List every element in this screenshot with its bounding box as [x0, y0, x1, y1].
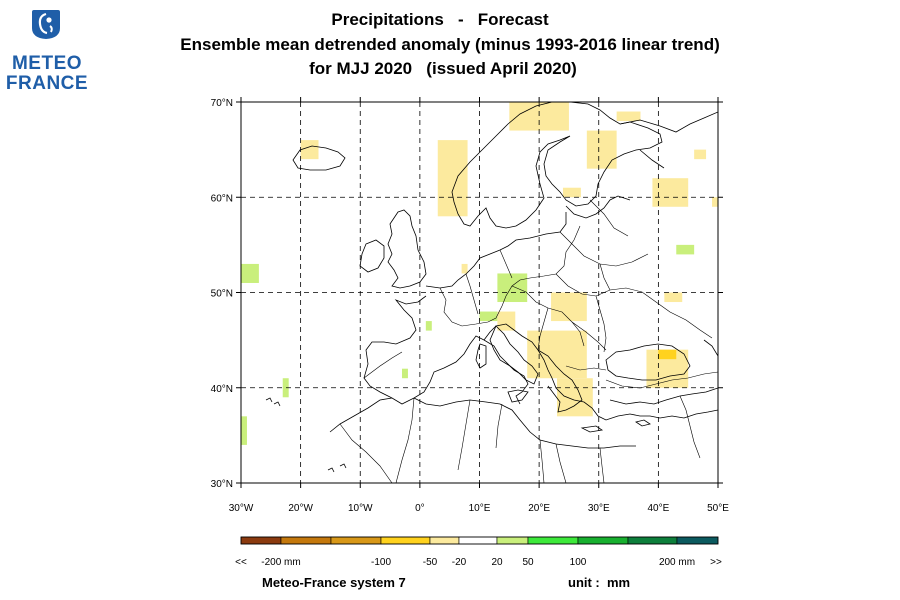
dry-anomaly-cell: [551, 292, 587, 322]
longitude-labels: 30°W 20°W 10°W 0° 10°E 20°E 30°E 40°E 50°E: [229, 503, 730, 514]
dry-anomaly-cell: [461, 263, 468, 274]
country-borders: [339, 199, 718, 483]
dry-anomaly-cell: [652, 178, 689, 207]
legend-colorbar: [240, 536, 719, 545]
units-label: unit : mm: [568, 575, 631, 590]
title-line-1: Precipitations - Forecast: [331, 10, 549, 29]
model-name: Meteo-France system 7: [262, 575, 406, 590]
lon-label: 30°E: [588, 503, 610, 514]
legend-frame: [240, 536, 719, 545]
legend-swatch: [380, 536, 431, 545]
lat-label: 30°N: [211, 479, 233, 490]
legend-swatch: [280, 536, 332, 545]
legend-label: -200 mm: [261, 557, 300, 568]
title-line-2: Ensemble mean detrended anomaly (minus 1…: [180, 35, 720, 54]
legend-swatch: [429, 536, 460, 545]
legend-label: <<: [235, 557, 247, 568]
dry-anomaly-cell: [694, 149, 707, 160]
dry-anomaly-cell: [300, 140, 319, 160]
wet-anomaly-cells: [241, 244, 695, 445]
legend-swatch: [458, 536, 498, 545]
legend-swatch: [330, 536, 382, 545]
lon-label: 50°E: [707, 503, 729, 514]
legend-label: 20: [491, 557, 503, 568]
dry-anomaly-cell: [497, 311, 516, 331]
lat-label: 50°N: [211, 289, 233, 300]
wet-anomaly-cell: [497, 273, 528, 303]
legend-swatch: [676, 536, 719, 545]
meteo-france-logo: METEO FRANCE: [4, 8, 90, 94]
legend-swatch: [496, 536, 529, 545]
logo-text-meteo: METEO: [11, 53, 83, 74]
lon-label: 0°: [415, 503, 425, 514]
lon-label: 40°E: [647, 503, 669, 514]
wet-anomaly-cell: [241, 263, 259, 283]
latitude-labels: 70°N 60°N 50°N 40°N 30°N: [211, 98, 233, 490]
legend-label: -100: [371, 557, 391, 568]
lat-lon-grid: [241, 102, 718, 483]
axis-ticks: [236, 97, 723, 488]
wet-anomaly-cell: [479, 311, 498, 322]
lon-label: 20°E: [528, 503, 550, 514]
coastlines: [265, 102, 718, 473]
dry-anomaly-cell: [664, 292, 683, 303]
dry-anomaly-cell: [616, 111, 641, 122]
dry-anomaly-cells: [300, 102, 718, 417]
dry-anomaly-cell: [562, 187, 581, 198]
lat-label: 60°N: [211, 193, 233, 204]
legend-label: -20: [452, 557, 467, 568]
legend-swatch: [577, 536, 629, 545]
lon-label: 10°W: [348, 503, 373, 514]
legend-label: 200 mm: [659, 557, 695, 568]
lon-label: 10°E: [469, 503, 491, 514]
lon-label: 20°W: [288, 503, 313, 514]
dry-anomaly-cell: [527, 330, 587, 379]
wet-anomaly-cell: [401, 368, 408, 379]
legend-label: >>: [710, 557, 722, 568]
title-line-3: for MJJ 2020 (issued April 2020): [309, 59, 577, 78]
dry-anomaly-cell: [437, 140, 468, 217]
meteo-france-emblem-icon: [32, 10, 60, 39]
logo-text-france: FRANCE: [5, 73, 89, 94]
legend-swatch: [527, 536, 579, 545]
wet-anomaly-cell: [282, 378, 289, 398]
legend-label: 50: [522, 557, 534, 568]
wet-anomaly-cell: [425, 321, 432, 331]
lat-label: 40°N: [211, 384, 233, 395]
legend-tick-labels: << -200 mm -100 -50 -20 20 50 100 200 mm >>: [235, 557, 722, 568]
legend-label: -50: [423, 557, 438, 568]
legend-swatch: [240, 536, 282, 545]
wet-anomaly-cell: [241, 416, 247, 445]
legend-swatch: [627, 536, 678, 545]
wet-anomaly-cell: [676, 244, 695, 255]
dry-anomaly-cell: [658, 349, 677, 360]
lon-label: 30°W: [229, 503, 254, 514]
dry-anomaly-cell: [712, 197, 718, 207]
legend-label: 100: [570, 557, 587, 568]
dry-anomaly-cell: [586, 130, 617, 169]
lat-label: 70°N: [211, 98, 233, 109]
